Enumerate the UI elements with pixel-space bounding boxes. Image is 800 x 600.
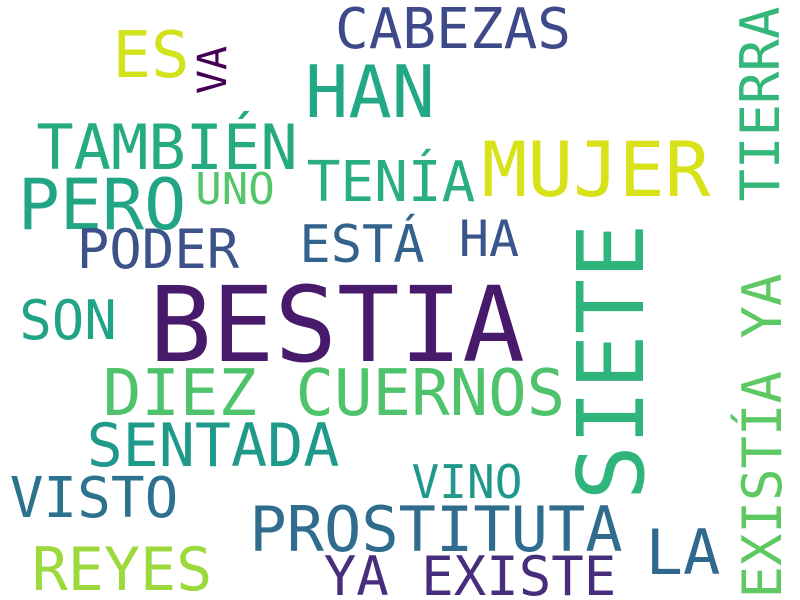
word: UNO <box>195 164 275 215</box>
word: DIEZ CUERNOS <box>102 357 566 431</box>
word: HA <box>458 210 520 268</box>
word: TAMBIÉN <box>36 111 298 184</box>
word: CABEZAS <box>334 0 572 62</box>
word: VA <box>190 45 236 95</box>
word: TIERRA <box>729 6 792 202</box>
word: PERO <box>17 164 187 246</box>
word: SENTADA <box>86 411 340 481</box>
word: PODER <box>76 218 240 281</box>
word: EXISTÍA YA <box>731 273 794 599</box>
word: ES <box>112 19 190 93</box>
word: YA EXISTE <box>323 545 617 600</box>
word: BESTIA <box>149 264 525 386</box>
word: HAN <box>304 50 436 134</box>
word: TENÍA <box>306 150 476 215</box>
word: LA <box>645 516 721 589</box>
word: SIETE <box>558 223 665 501</box>
word: ESTÁ <box>299 215 425 275</box>
word: VISTO <box>9 466 179 531</box>
word: MUJER <box>481 125 711 214</box>
word: VINO <box>411 455 523 509</box>
word: SON <box>19 289 117 352</box>
word: PROSTITUTA <box>249 493 623 566</box>
word: REYES <box>31 535 213 600</box>
